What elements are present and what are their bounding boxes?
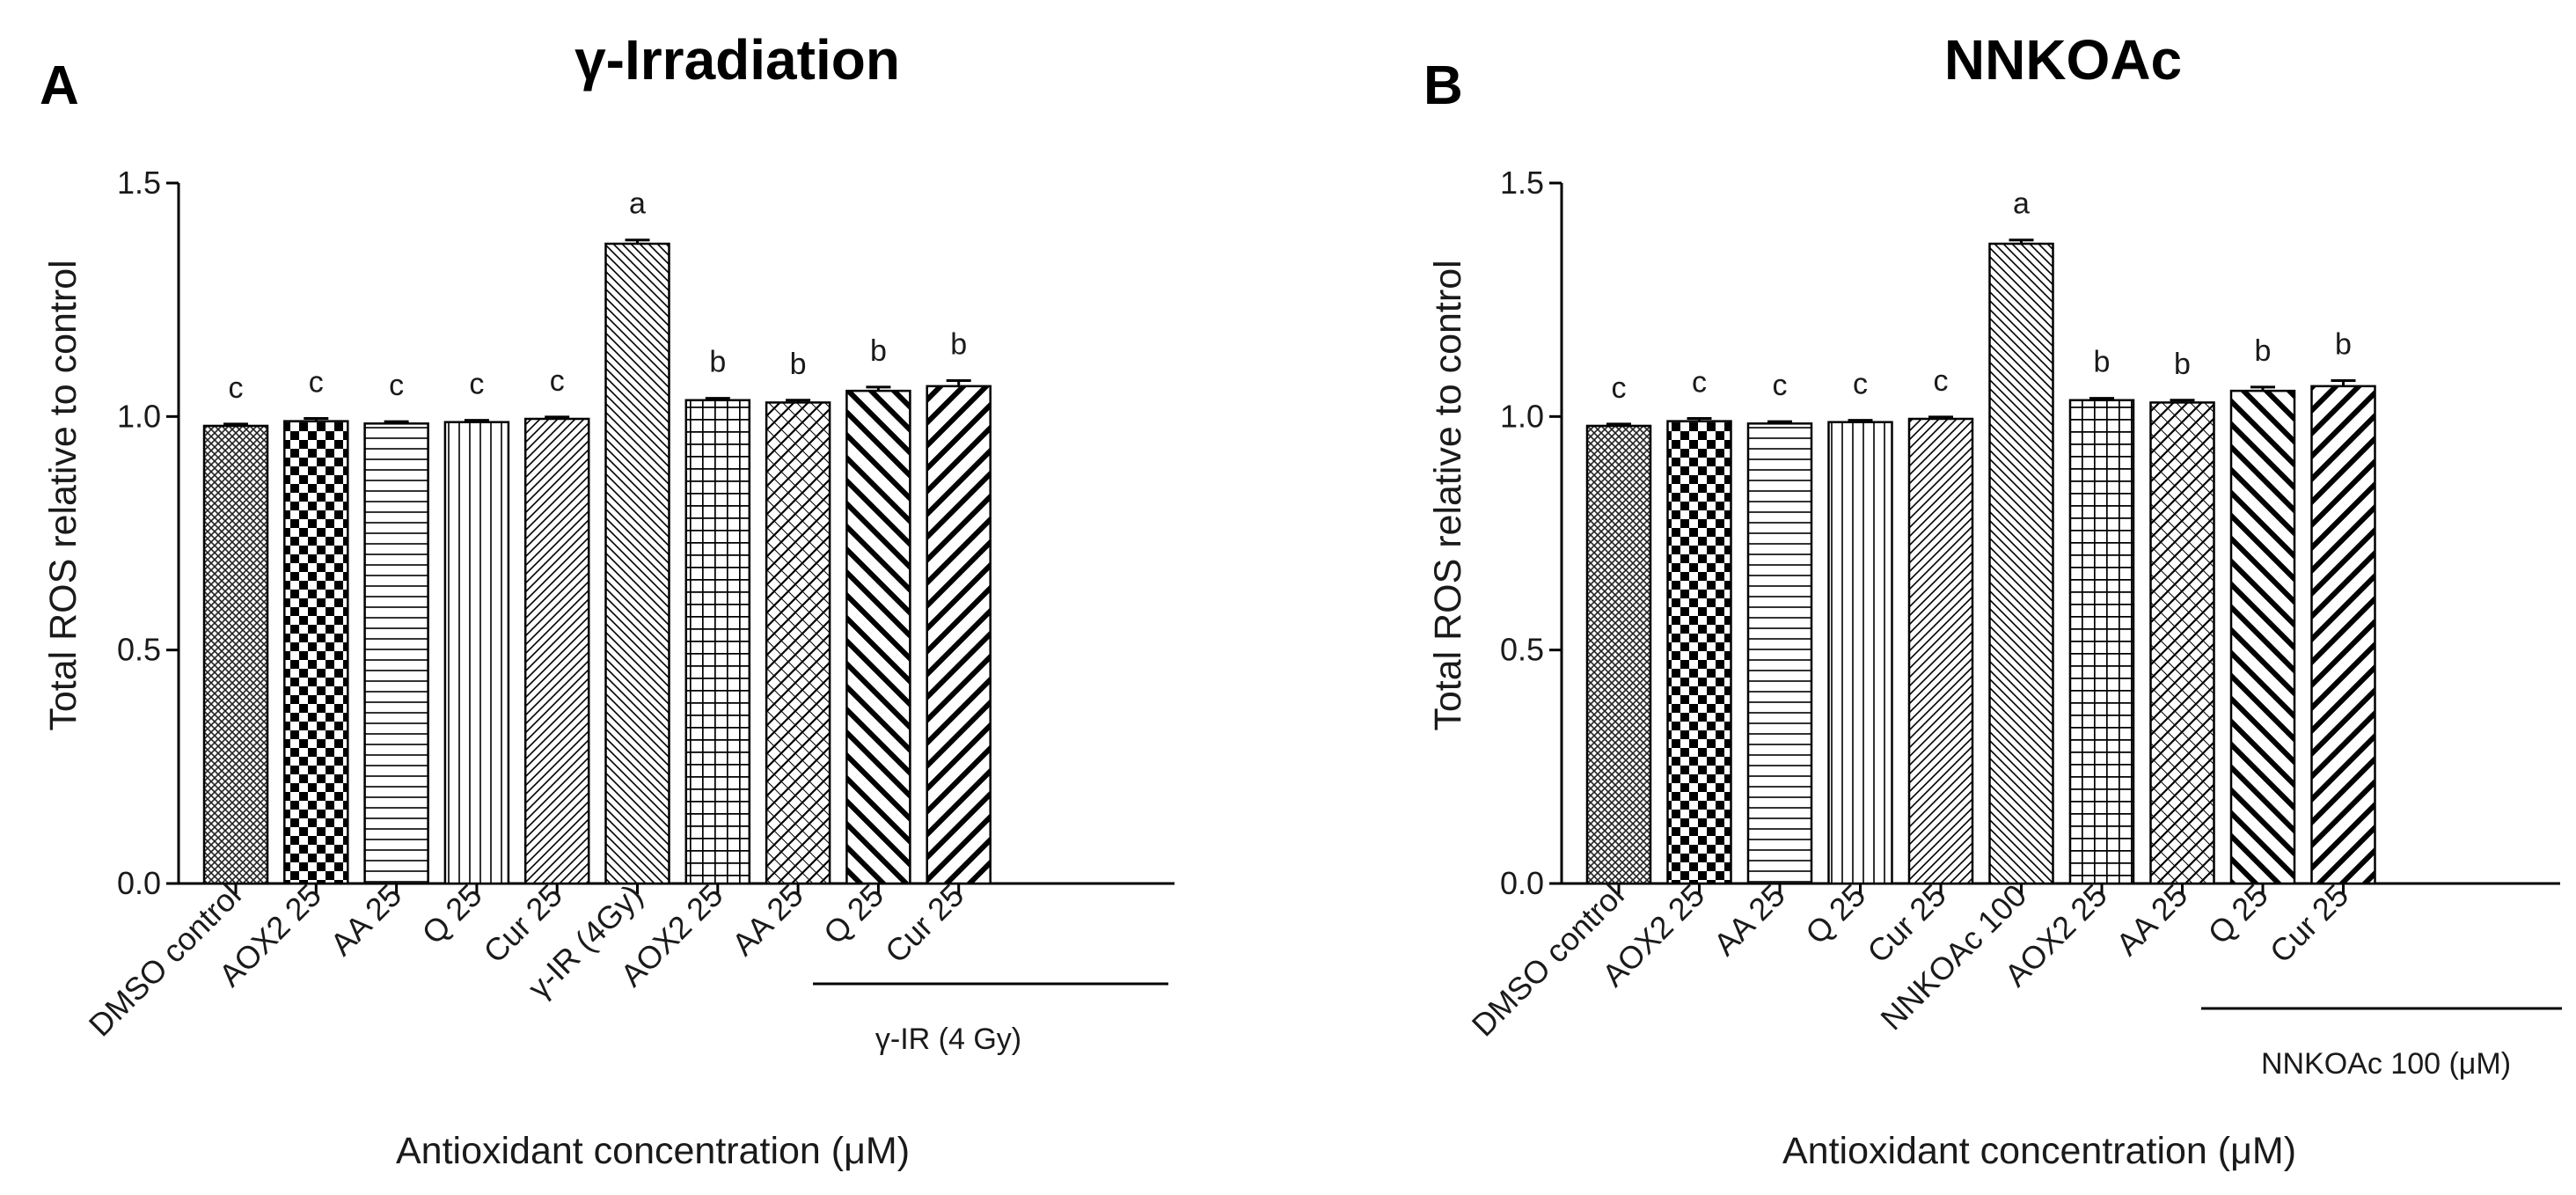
panel-a-y-tick-label: 1.5 (117, 165, 161, 201)
panel-a-letter: A (40, 55, 79, 116)
panel-a-title: γ-Irradiation (574, 28, 900, 92)
panel-a-error-bar (866, 385, 891, 392)
panel-a-error-bar (705, 397, 730, 400)
panel-b-significance-letter: b (2174, 348, 2191, 381)
panel-a-error-bar (464, 419, 489, 422)
panel-b-error-bar (1606, 422, 1631, 426)
panel-b-error-bar (2170, 399, 2195, 403)
panel-b-significance-letter: c (1612, 371, 1627, 405)
panel-b-significance-letter: c (1853, 368, 1868, 401)
panel-b-y-tick-label: 1.5 (1500, 165, 1544, 201)
panel-a-x-axis-title: Antioxidant concentration (μM) (396, 1130, 910, 1172)
panel-a-significance-letter: b (950, 327, 967, 361)
panel-b-bar (2068, 399, 2135, 885)
panel-b-significance-letter: b (2094, 346, 2111, 379)
panel-b-x-axis-title: Antioxidant concentration (μM) (1782, 1130, 2296, 1172)
panel-a-error-bar (946, 378, 971, 386)
panel-b-error-bar (1767, 420, 1792, 424)
panel-a-category-label: AA 25 (323, 877, 408, 963)
panel-b-error-bar (2331, 378, 2356, 386)
panel-b-bar (1746, 422, 1813, 885)
panel-a-significance-letter: c (229, 371, 244, 405)
panel-a-significance-letter: c (309, 365, 324, 399)
panel-a-y-tick-label: 0.5 (117, 632, 161, 668)
panel-b-error-bar (1687, 416, 1712, 422)
panel-b-bar (1988, 242, 2054, 885)
panel-a-bar (363, 422, 429, 885)
panel-a-error-bar (304, 416, 329, 422)
panel-b-significance-letter: c (1692, 365, 1707, 399)
panel-b-category-label: Cur 25 (2263, 877, 2355, 970)
panel-b-significance-letter: b (2255, 334, 2272, 368)
panel-a-bar (684, 399, 751, 885)
panel-b-bar (2310, 385, 2376, 885)
panel-b-y-tick-label: 0.5 (1500, 632, 1544, 668)
panel-a: A γ-Irradiation Total ROS relative to co… (40, 28, 1175, 1172)
panel-b-bar (2149, 401, 2215, 885)
panel-b-y-axis-title: Total ROS relative to control (1427, 260, 1469, 730)
panel-b-bar (1585, 424, 1652, 885)
panel-a-y-axis-title: Total ROS relative to control (42, 260, 84, 730)
panel-a-significance-letter: a (629, 187, 646, 221)
panel-a-significance-letter: b (870, 334, 887, 368)
panel-b-error-bar (2089, 397, 2114, 400)
panel-a-significance-letter: c (469, 368, 484, 401)
panel-b-significance-letter: c (1934, 364, 1949, 398)
panel-b-significance-letter: a (2013, 187, 2030, 221)
panel-b-error-bar (2250, 385, 2275, 392)
panel-b-category-label: AA 25 (1707, 877, 1792, 963)
panel-a-y-tick-label: 0.0 (117, 865, 161, 901)
panel-b-error-bar (1848, 419, 1873, 422)
panel-a-bar (845, 389, 911, 885)
panel-a-group-label: γ-IR (4 Gy) (875, 1023, 1021, 1056)
panel-b-bar (1666, 420, 1732, 885)
panel-a-error-bar (384, 420, 409, 424)
panel-b-letter: B (1423, 55, 1463, 116)
panel-a-category-label: AA 25 (725, 877, 810, 963)
panel-a-bar (604, 242, 670, 885)
panel-b-bar (1907, 417, 1974, 885)
panel-a-error-bar (625, 238, 650, 244)
panel-b-title: NNKOAc (1944, 28, 2182, 92)
panel-a-bar (202, 424, 269, 885)
panel-b-y-tick-label: 0.0 (1500, 865, 1544, 901)
panel-a-category-label: Cur 25 (878, 877, 970, 970)
panel-a-significance-letter: b (709, 346, 726, 379)
panel-a-error-bar (223, 422, 248, 426)
panel-b: B NNKOAc Total ROS relative to control A… (1423, 28, 2562, 1172)
panel-b-category-label: AA 25 (2109, 877, 2194, 963)
panel-a-bar (283, 420, 349, 885)
panel-b-bar (1827, 421, 1893, 885)
panel-a-bar (765, 401, 831, 885)
panel-a-bar (443, 421, 510, 885)
panel-a-significance-letter: c (550, 364, 565, 398)
panel-b-group-label: NNKOAc 100 (μM) (2261, 1047, 2511, 1081)
panel-a-significance-letter: c (389, 369, 404, 402)
panel-b-bar (2229, 389, 2296, 885)
panel-b-significance-letter: c (1773, 369, 1788, 402)
panel-b-error-bar (1928, 415, 1953, 419)
panel-a-error-bar (786, 399, 811, 403)
panel-a-bar (523, 417, 590, 885)
panel-b-error-bar (2009, 238, 2034, 244)
panel-b-y-tick-label: 1.0 (1500, 398, 1544, 434)
panel-a-significance-letter: b (790, 348, 807, 381)
panel-a-error-bar (545, 415, 570, 419)
panel-a-y-tick-label: 1.0 (117, 398, 161, 434)
panel-b-significance-letter: b (2335, 327, 2352, 361)
panel-a-bar (926, 385, 992, 885)
